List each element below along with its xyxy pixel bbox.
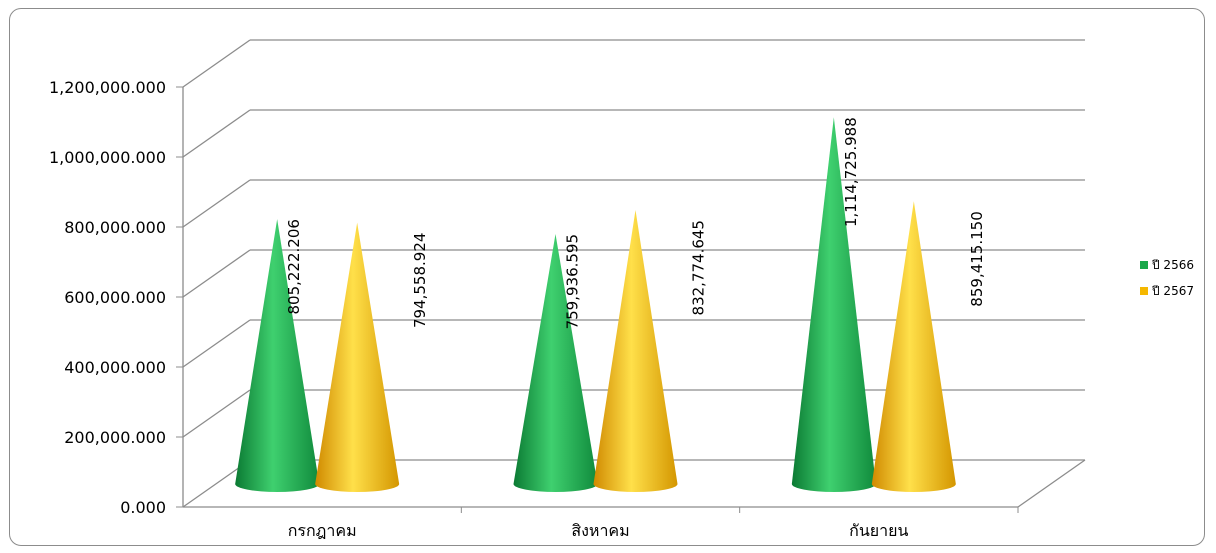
y-tick-label: 800,000.000 [64,218,166,237]
axes: 0.000 200,000.000 400,000.000 600,000.000 80… [49,78,1086,540]
cones [235,117,956,492]
legend-label: ปี 2567 [1151,284,1194,298]
data-labels: 805,222.206 759,936.595 1,114,725.988 794,5… [285,117,986,329]
side-grid-line [182,179,251,228]
side-grid-line [182,109,251,158]
legend: ปี 2566 ปี 2567 [1140,258,1194,298]
data-label: 805,222.206 [285,219,303,314]
data-label: 794,558.924 [411,233,429,328]
side-grid-line [182,249,251,298]
data-label: 1,114,725.988 [842,117,860,227]
cone-mark [235,219,320,492]
cone-mark [315,222,400,492]
y-tick-label: 600,000.000 [64,288,166,307]
y-tick-label: 400,000.000 [64,358,166,377]
y-tick-label: 1,200,000.000 [49,78,166,97]
floor-right-edge [1017,459,1086,508]
y-tick-label: 1,000,000.000 [49,148,166,167]
cone-mark [593,210,678,492]
y-tick-label: 0.000 [120,498,166,517]
cone-mark [871,201,956,492]
side-grid-line [182,39,251,88]
x-category-label: กันยายน [849,521,908,540]
side-grid-line [182,319,251,368]
data-label: 759,936.595 [564,234,582,329]
legend-label: ปี 2566 [1151,258,1194,272]
x-category-label: สิงหาคม [571,521,629,540]
legend-swatch [1140,261,1148,269]
x-category-label: กรกฎาคม [288,521,357,540]
data-label: 832,774.645 [690,220,708,315]
legend-swatch [1140,287,1148,295]
cone-mark [513,233,598,492]
cone-mark [791,117,876,492]
side-grid-line [182,389,251,438]
y-tick-label: 200,000.000 [64,428,166,447]
data-label: 859,415.150 [968,211,986,306]
